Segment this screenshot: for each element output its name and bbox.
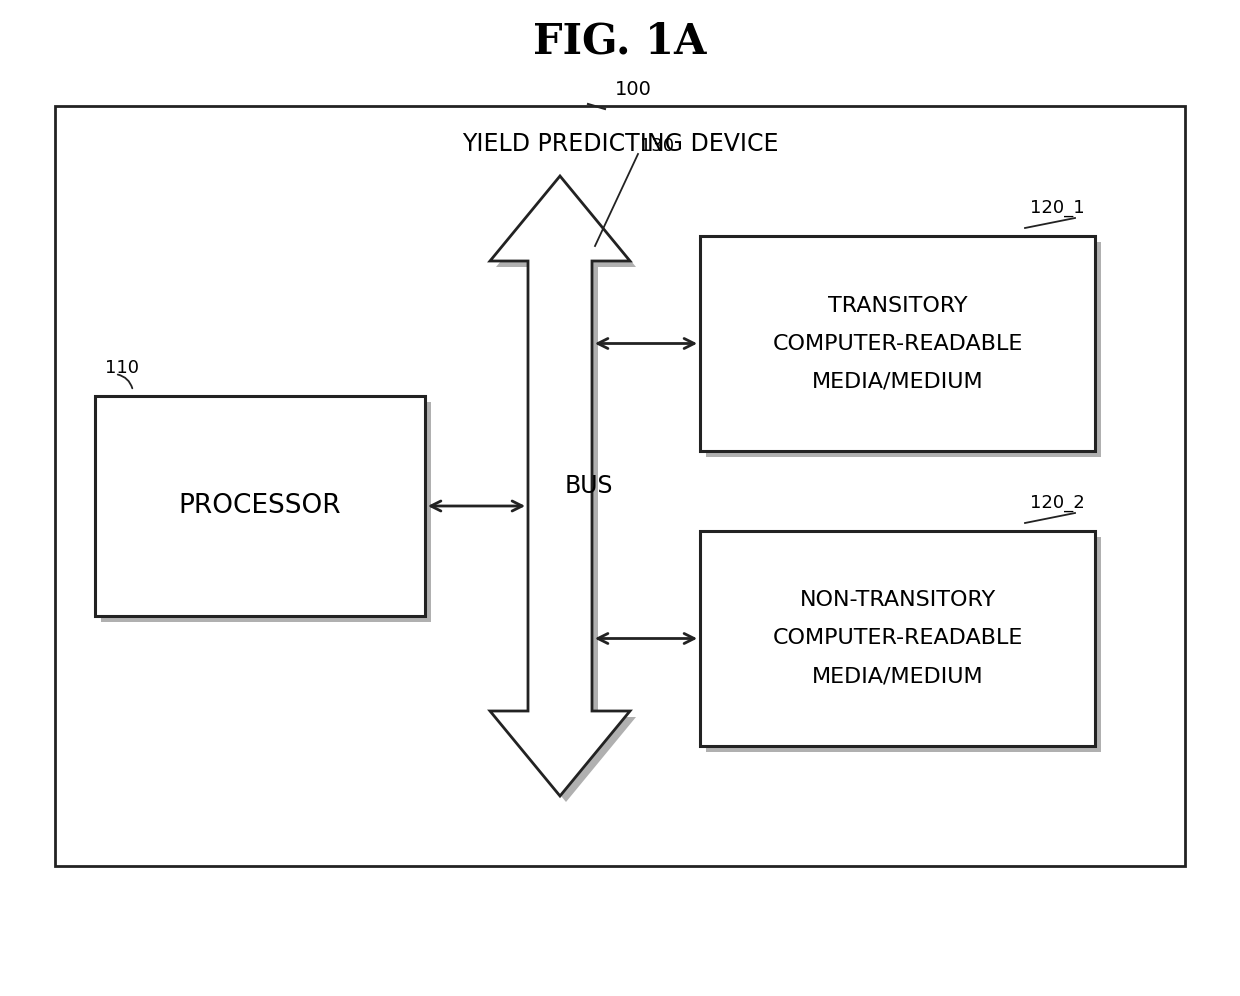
Text: COMPUTER-READABLE: COMPUTER-READABLE (773, 628, 1023, 648)
Text: 120_2: 120_2 (1030, 494, 1085, 512)
Bar (701, 236, 1095, 451)
Bar (95, 396, 425, 616)
Text: MEDIA/MEDIUM: MEDIA/MEDIUM (812, 372, 983, 391)
Text: YIELD PREDICTING DEVICE: YIELD PREDICTING DEVICE (461, 132, 779, 156)
Bar (100, 402, 432, 622)
Polygon shape (490, 176, 630, 796)
Text: 120_1: 120_1 (1030, 199, 1085, 217)
Text: TRANSITORY: TRANSITORY (827, 296, 967, 316)
Text: NON-TRANSITORY: NON-TRANSITORY (800, 591, 996, 611)
Bar (706, 242, 1101, 457)
Bar (706, 537, 1101, 752)
Text: 130: 130 (640, 137, 675, 155)
Text: FIG. 1A: FIG. 1A (533, 20, 707, 62)
Bar (55, 106, 1185, 866)
Text: COMPUTER-READABLE: COMPUTER-READABLE (773, 334, 1023, 354)
Text: BUS: BUS (565, 474, 614, 498)
Text: 100: 100 (615, 80, 652, 99)
Bar (701, 531, 1095, 746)
Text: 110: 110 (105, 359, 139, 377)
Text: PROCESSOR: PROCESSOR (179, 493, 341, 519)
Polygon shape (496, 182, 636, 802)
Text: MEDIA/MEDIUM: MEDIA/MEDIUM (812, 666, 983, 686)
